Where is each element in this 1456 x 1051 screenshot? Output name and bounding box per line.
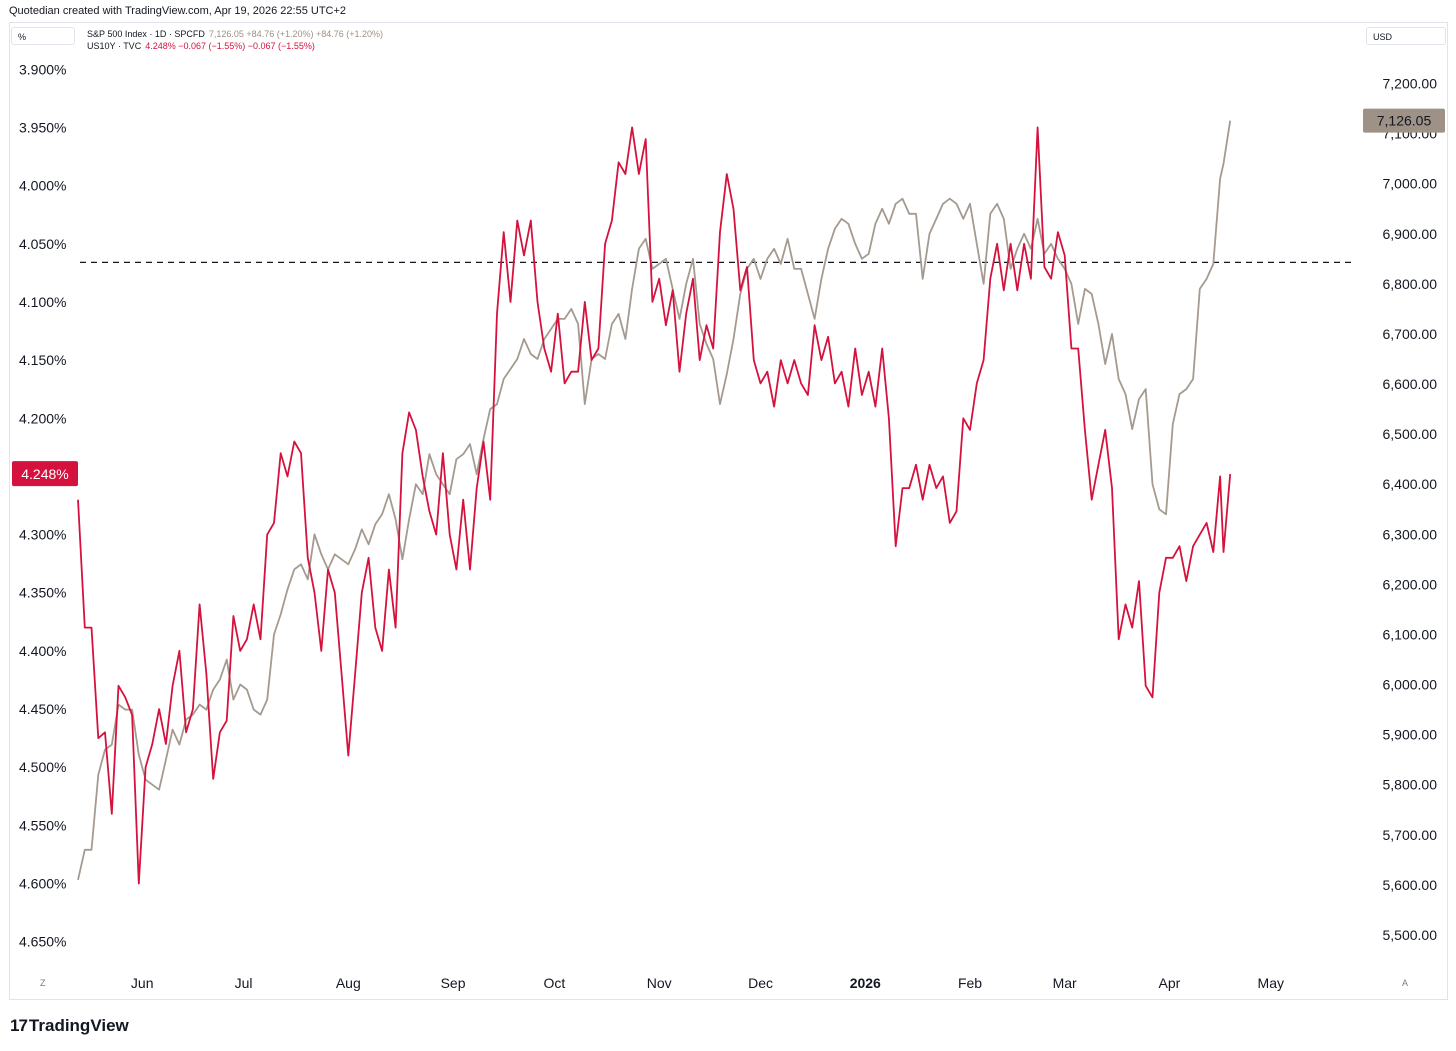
left-axis-tick-label: 4.600% <box>19 876 66 892</box>
left-axis-tick-label: 4.650% <box>19 934 66 950</box>
tradingview-brand: 17 TradingView <box>10 1016 129 1036</box>
x-axis-tick-label: Aug <box>336 975 361 991</box>
x-axis-tick-label: Nov <box>647 975 672 991</box>
right-axis-tick-label: 6,700.00 <box>1383 326 1438 342</box>
right-axis-tick-label: 6,100.00 <box>1383 626 1438 642</box>
left-axis-tick-label: 4.050% <box>19 236 66 252</box>
x-axis-tick-label: Mar <box>1053 975 1077 991</box>
timezone-toggle[interactable]: Z <box>40 978 46 988</box>
legend-us10y-name: US10Y · TVC <box>87 41 142 51</box>
series-line-us10y <box>77 126 1232 885</box>
left-axis-tick-label: 4.400% <box>19 643 66 659</box>
chart-legend: S&P 500 Index · 1D · SPCFD 7,126.05 +84.7… <box>87 28 383 52</box>
right-axis-tick-label: 6,000.00 <box>1383 677 1438 693</box>
right-axis-tick-label: 6,300.00 <box>1383 526 1438 542</box>
right-axis-tick-label: 6,400.00 <box>1383 476 1438 492</box>
left-axis-tick-label: 4.350% <box>19 585 66 601</box>
left-axis-tick-label: 4.450% <box>19 701 66 717</box>
left-axis-tick-label: 4.500% <box>19 759 66 775</box>
x-axis-tick-label: Oct <box>544 975 566 991</box>
x-axis-tick-label: Sep <box>441 975 466 991</box>
x-axis-tick-label: Jun <box>131 975 154 991</box>
x-axis-tick-label: Dec <box>748 975 773 991</box>
left-axis-tick-label: 4.550% <box>19 817 66 833</box>
chart-credit: Quotedian created with TradingView.com, … <box>9 5 347 17</box>
right-axis-tick-label: 6,200.00 <box>1383 576 1438 592</box>
right-axis-tick-label: 6,900.00 <box>1383 226 1438 242</box>
us10y-last-value-label: 4.248% <box>21 466 68 482</box>
tradingview-logo-icon: 17 <box>10 1016 28 1035</box>
x-axis-tick-label: Feb <box>958 975 982 991</box>
x-axis-tick-label: Jul <box>235 975 253 991</box>
left-axis-tick-label: 4.150% <box>19 352 66 368</box>
auto-scale-toggle[interactable]: A <box>1402 978 1409 988</box>
legend-spx-name: S&P 500 Index · 1D · SPCFD <box>87 29 205 39</box>
legend-us10y[interactable]: US10Y · TVC 4.248% −0.067 (−1.55%) −0.067… <box>87 40 383 52</box>
right-axis-tick-label: 7,000.00 <box>1383 176 1438 192</box>
spx-last-value-badge <box>1363 108 1445 133</box>
right-axis-tick-label: 6,600.00 <box>1383 376 1438 392</box>
left-axis-tick-label: 4.200% <box>19 410 66 426</box>
left-axis-tick-label: 3.900% <box>19 61 66 77</box>
x-axis-tick-label: Apr <box>1159 975 1181 991</box>
x-axis-tick-label: May <box>1258 975 1284 991</box>
legend-spx[interactable]: S&P 500 Index · 1D · SPCFD 7,126.05 +84.7… <box>87 28 383 40</box>
right-axis-tick-label: 6,500.00 <box>1383 426 1438 442</box>
legend-us10y-values: 4.248% −0.067 (−1.55%) −0.067 (−1.55%) <box>145 41 315 51</box>
right-axis-tick-label: 5,600.00 <box>1383 877 1438 893</box>
right-axis-tick-label: 5,700.00 <box>1383 827 1438 843</box>
right-axis-tick-label: 5,900.00 <box>1383 727 1438 743</box>
left-axis-tick-label: 4.000% <box>19 178 66 194</box>
spx-last-value-label: 7,126.05 <box>1377 113 1432 129</box>
left-axis-unit[interactable]: % <box>11 27 75 45</box>
chart-frame <box>9 22 1448 1000</box>
right-axis-tick-label: 5,800.00 <box>1383 777 1438 793</box>
right-axis-tick-label: 6,800.00 <box>1383 276 1438 292</box>
us10y-last-value-badge <box>12 461 78 487</box>
x-axis-tick-label: 2026 <box>850 975 881 991</box>
left-axis-tick-label: 4.300% <box>19 527 66 543</box>
series-line-spx <box>77 120 1232 881</box>
right-axis-unit[interactable]: USD <box>1366 27 1446 45</box>
brand-label: TradingView <box>28 1016 129 1035</box>
right-axis-tick-label: 5,500.00 <box>1383 927 1438 943</box>
right-axis-tick-label: 7,200.00 <box>1383 76 1438 92</box>
left-axis-tick-label: 3.950% <box>19 119 66 135</box>
left-axis-tick-label: 4.100% <box>19 294 66 310</box>
legend-spx-values: 7,126.05 +84.76 (+1.20%) +84.76 (+1.20%) <box>208 29 384 39</box>
